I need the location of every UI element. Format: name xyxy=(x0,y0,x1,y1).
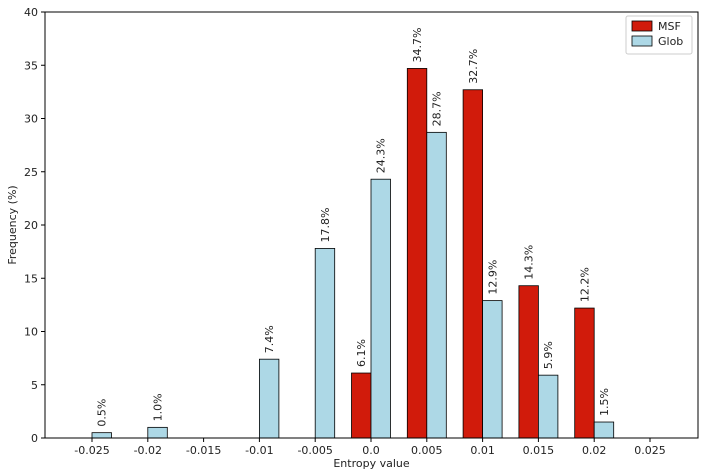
bar-value-label: 12.9% xyxy=(486,260,499,295)
bar-value-label: 32.7% xyxy=(467,49,480,84)
bar-msf xyxy=(462,89,484,439)
bar-glob xyxy=(314,248,336,439)
x-tick-label: -0.01 xyxy=(245,444,273,457)
bar-msf xyxy=(351,372,372,439)
legend-label-glob: Glob xyxy=(658,35,683,48)
x-axis-ticks: -0.025 -0.02 -0.015 -0.01 -0.005 0.0 0.005 0.01… xyxy=(74,438,666,457)
y-tick-label: 25 xyxy=(24,166,38,179)
y-axis-ticks: 0 5 10 15 20 25 30 35 40 xyxy=(24,6,45,445)
bar-value-label: 14.3% xyxy=(523,245,536,280)
bar-glob xyxy=(482,300,503,439)
data-labels-layer: 6.1% 34.7% 32.7% 14.3% 12.2% 0.5% 1.0% 7.4% 17.8… xyxy=(96,27,611,426)
bar-value-label: 1.0% xyxy=(152,393,165,421)
bar-value-label: 24.3% xyxy=(375,138,388,173)
bar-glob xyxy=(370,178,391,439)
bar-glob xyxy=(426,131,447,439)
x-tick-label: 0.015 xyxy=(523,444,555,457)
bar-value-label: 28.7% xyxy=(431,91,444,126)
legend-label-msf: MSF xyxy=(658,20,681,33)
bar-glob xyxy=(538,374,559,439)
legend-swatch-msf xyxy=(631,20,653,32)
bar-value-label: 5.9% xyxy=(542,341,555,369)
y-axis-label: Frequency (%) xyxy=(6,185,19,264)
y-tick-label: 0 xyxy=(31,432,38,445)
legend: MSF Glob xyxy=(625,15,693,55)
x-tick-label: 0.02 xyxy=(582,444,607,457)
bar-value-label: 17.8% xyxy=(319,207,332,242)
x-tick-label: -0.015 xyxy=(186,444,221,457)
y-tick-label: 30 xyxy=(24,113,38,126)
bar-value-label: 12.2% xyxy=(578,267,591,302)
bar-glob xyxy=(147,426,168,439)
bar-glob xyxy=(593,421,615,439)
y-tick-label: 20 xyxy=(24,219,38,232)
x-axis-label: Entropy value xyxy=(333,457,410,470)
x-tick-label: 0.025 xyxy=(634,444,666,457)
y-tick-label: 35 xyxy=(24,59,38,72)
x-tick-label: 0.005 xyxy=(411,444,443,457)
bar-glob xyxy=(258,358,280,439)
legend-swatch-glob xyxy=(631,35,653,47)
bar-value-label: 34.7% xyxy=(411,27,424,62)
y-tick-label: 10 xyxy=(24,326,38,339)
y-tick-label: 5 xyxy=(31,379,38,392)
x-tick-label: -0.025 xyxy=(74,444,109,457)
x-tick-label: -0.005 xyxy=(297,444,332,457)
plot-frame xyxy=(44,11,699,439)
x-tick-label: 0.01 xyxy=(470,444,495,457)
y-tick-label: 15 xyxy=(24,272,38,285)
bar-value-label: 1.5% xyxy=(598,388,611,416)
bar-msf xyxy=(406,68,428,439)
bar-value-label: 0.5% xyxy=(96,399,109,427)
bar-msf xyxy=(574,307,595,439)
x-tick-label: -0.02 xyxy=(134,444,162,457)
bars-layer xyxy=(91,68,615,439)
x-tick-label: 0.0 xyxy=(362,444,380,457)
bar-msf xyxy=(518,285,539,439)
bar-glob xyxy=(91,432,112,439)
bar-value-label: 7.4% xyxy=(263,325,276,353)
bar-value-label: 6.1% xyxy=(355,339,368,367)
y-tick-label: 40 xyxy=(24,6,38,19)
